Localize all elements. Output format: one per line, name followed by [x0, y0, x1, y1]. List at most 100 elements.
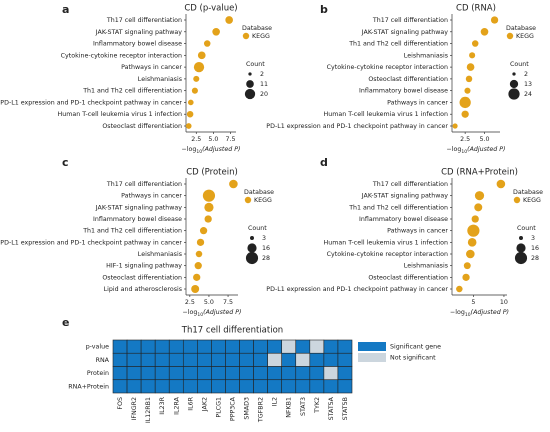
y-tick-label: Th1 and Th2 cell differentiation: [82, 88, 182, 95]
y-tick-label: Human T-cell leukemia virus 1 infection: [58, 111, 182, 118]
x-tick-label: 5.0: [208, 136, 218, 143]
heatmap-cell: [253, 352, 268, 367]
legend-title: Database: [242, 25, 272, 32]
y-tick-label: Pathways in cancer: [387, 99, 448, 106]
legend-swatch: [358, 353, 386, 362]
panel-label: c: [62, 156, 69, 169]
y-tick-label: Pathways in cancer: [387, 228, 448, 235]
y-tick-label: PD-L1 expression and PD-1 checkpoint pat…: [0, 99, 182, 106]
row-label: RNA+Protein: [68, 383, 109, 390]
y-tick-label: JAK-STAT signaling pathway: [95, 29, 183, 36]
legend-label: KEGG: [516, 33, 534, 40]
heatmap-cell: [281, 352, 297, 367]
x-axis-label: −log10(Adjusted P): [450, 308, 509, 318]
x-label-prefix: −log: [450, 309, 465, 316]
heatmap-cell: [168, 352, 184, 367]
legend-swatch: [242, 32, 250, 40]
size-legend-marker: [516, 243, 526, 253]
heatmap-cell: [140, 352, 156, 367]
dot: [474, 191, 485, 201]
dot: [202, 189, 216, 202]
size-legend-label: 28: [531, 255, 539, 262]
y-tick-label: JAK-STAT signaling pathway: [361, 29, 449, 36]
dot: [204, 202, 214, 212]
size-legend-title: Count: [510, 61, 529, 68]
panel-label: a: [62, 3, 69, 16]
dot: [490, 16, 499, 24]
heatmap-cell: [154, 339, 170, 354]
heatmap-cell: [253, 366, 268, 381]
dot: [465, 75, 473, 83]
heatmap-cell: [239, 352, 254, 367]
heatmap-cell: [267, 379, 283, 394]
legend-label: KEGG: [523, 197, 541, 204]
dot: [456, 285, 463, 293]
y-tick-label: Lipid and atherosclerosis: [104, 286, 182, 293]
y-tick-label: Osteoclast differentiation: [102, 123, 182, 130]
size-legend-marker: [250, 236, 254, 240]
heatmap-cell: [168, 366, 184, 381]
y-tick-label: Pathways in cancer: [121, 64, 182, 71]
dot: [191, 87, 198, 94]
y-tick-label: Pathways in cancer: [121, 193, 182, 200]
heatmap-cell: [309, 379, 325, 394]
dot: [480, 27, 489, 36]
column-label: STAT5B: [342, 397, 349, 420]
heatmap-cell: [197, 352, 212, 367]
dot: [197, 51, 206, 60]
x-axis-label: −log10(Adjusted P): [446, 145, 505, 155]
x-label-rest: (Adjusted P): [202, 145, 240, 153]
y-tick-label: Th1 and Th2 cell differentiation: [348, 41, 448, 48]
x-tick-label: 5.0: [480, 136, 490, 143]
dot: [185, 123, 192, 129]
y-tick-label: Leishmaniasis: [138, 251, 182, 258]
x-axis-label: −log10(Adjusted P): [181, 145, 240, 155]
legend-swatch: [506, 32, 514, 40]
dot: [461, 110, 469, 118]
heatmap-cell: [267, 352, 283, 367]
y-tick-label: Inflammatory bowel disease: [93, 216, 182, 223]
y-tick-label: Cytokine-cytokine receptor interaction: [327, 64, 448, 71]
x-label-prefix: −log: [182, 309, 197, 316]
heatmap-cell: [281, 339, 297, 354]
x-label-rest: (Adjusted P): [467, 145, 505, 153]
size-legend-label: 2: [524, 71, 528, 78]
size-legend-label: 11: [260, 81, 268, 88]
legend-label: KEGG: [252, 33, 270, 40]
heatmap-cell: [112, 366, 128, 381]
dot: [229, 179, 238, 189]
heatmap-cell: [154, 366, 170, 381]
dot: [466, 249, 475, 259]
x-tick-label: 7.5: [223, 299, 233, 306]
x-tick-label: 10: [500, 299, 508, 306]
legend-title: Database: [244, 189, 274, 196]
heatmap-cell: [295, 352, 311, 367]
heatmap-cell: [182, 352, 198, 367]
x-tick-label: 2.5: [191, 136, 201, 143]
heatmap-cell: [225, 352, 240, 367]
dot: [204, 215, 212, 223]
y-tick-label: Th1 and Th2 cell differentiation: [348, 204, 448, 211]
size-legend-label: 20: [260, 91, 268, 98]
x-tick-label: 2.5: [185, 299, 195, 306]
heatmap-cell: [154, 352, 170, 367]
dot: [474, 203, 483, 212]
x-tick-label: 5.0: [204, 299, 214, 306]
y-tick-label: Cytokine-cytokine receptor interaction: [327, 251, 448, 258]
heatmap-cell: [112, 379, 128, 394]
size-legend-marker: [244, 88, 256, 100]
legend-label: Not significant: [390, 355, 436, 362]
heatmap-cell: [197, 366, 212, 381]
dot: [196, 238, 205, 246]
x-label-sub: 10: [197, 312, 203, 318]
column-label: SMAD3: [244, 397, 251, 420]
heatmap-cell: [337, 366, 353, 381]
column-label: NFKB1: [286, 397, 293, 418]
x-tick-label: 2.5: [460, 136, 470, 143]
heatmap-cell: [126, 366, 142, 381]
heatmap-cell: [281, 379, 297, 394]
y-tick-label: Osteoclast differentiation: [368, 274, 448, 281]
heatmap-cell: [182, 379, 198, 394]
heatmap-cell: [140, 366, 156, 381]
